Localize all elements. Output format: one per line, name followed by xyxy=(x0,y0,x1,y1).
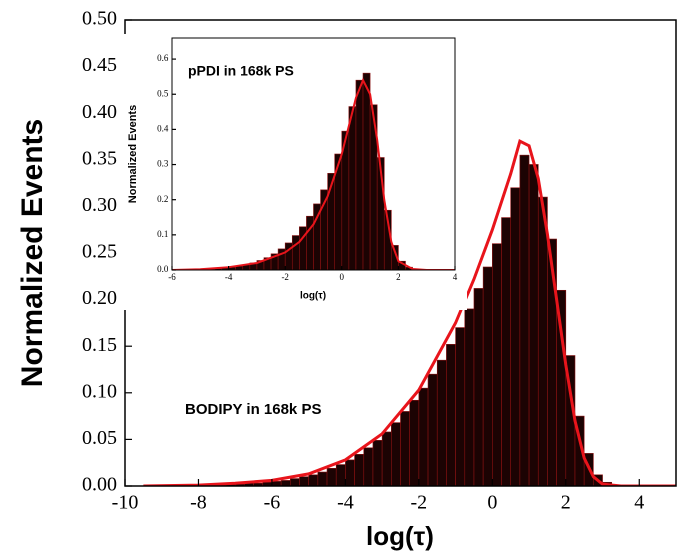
histogram-bar xyxy=(537,196,548,487)
histogram-bar xyxy=(355,79,364,271)
histogram-bar xyxy=(501,217,511,487)
histogram-bar xyxy=(299,476,309,487)
x-tick-label: -6 xyxy=(264,492,281,514)
histogram-bar xyxy=(363,447,374,487)
histogram-bar xyxy=(528,164,539,487)
histogram-bar xyxy=(362,72,371,271)
y-tick-label: 0.30 xyxy=(82,194,117,216)
y-tick-label: 0.6 xyxy=(157,53,169,63)
histogram-bar xyxy=(400,411,410,487)
histogram-bar xyxy=(308,474,319,487)
histogram-bar xyxy=(348,106,357,271)
annotation: BODIPY in 168k PS xyxy=(185,401,321,418)
y-tick-label: 0.1 xyxy=(157,229,168,239)
x-tick-label: -8 xyxy=(190,492,207,514)
histogram-bar xyxy=(317,471,328,487)
histogram-bar xyxy=(418,387,429,487)
histogram-bar xyxy=(519,154,530,487)
histogram-bar xyxy=(409,399,420,487)
x-tick-label: 0 xyxy=(487,492,497,514)
histogram-bar xyxy=(381,431,392,487)
y-tick-label: 0.0 xyxy=(157,264,169,274)
y-tick-label: 0.3 xyxy=(157,159,169,169)
x-tick-label: -10 xyxy=(112,492,139,514)
y-tick-label: 0.45 xyxy=(82,54,117,76)
y-tick-label: 0.05 xyxy=(82,427,117,449)
histogram-bar xyxy=(455,327,466,487)
fit-curve xyxy=(143,138,676,486)
y-tick-label: 0.25 xyxy=(82,241,117,263)
histogram-bar xyxy=(492,243,502,487)
fit-curve xyxy=(172,77,455,270)
histogram-bar xyxy=(372,440,383,487)
histogram-bar xyxy=(427,373,438,487)
histogram-bar xyxy=(391,422,401,487)
y-axis-label: Normalized Events xyxy=(127,105,139,203)
x-tick-label: 0 xyxy=(340,272,345,282)
y-tick-label: 0.5 xyxy=(157,88,169,98)
x-tick-label: 4 xyxy=(634,492,644,514)
histogram-bar xyxy=(326,467,337,487)
y-tick-label: 0.20 xyxy=(82,287,117,309)
x-axis-label: log(τ) xyxy=(300,291,326,302)
histogram-bar xyxy=(482,266,493,487)
histogram-bar xyxy=(510,187,521,487)
histogram-bar xyxy=(436,359,447,487)
histogram-bar xyxy=(464,308,475,487)
x-tick-label: -4 xyxy=(225,272,233,282)
y-tick-label: 0.10 xyxy=(82,380,117,402)
x-axis-label: log(τ) xyxy=(366,521,434,551)
x-tick-label: -2 xyxy=(281,272,289,282)
y-tick-label: 0.35 xyxy=(82,147,117,169)
histogram-bar xyxy=(354,454,365,487)
x-tick-label: -2 xyxy=(411,492,428,514)
y-tick-label: 0.4 xyxy=(157,123,169,133)
y-tick-label: 0.2 xyxy=(157,194,168,204)
histogram-bar xyxy=(345,459,355,487)
y-tick-label: 0.40 xyxy=(82,101,117,123)
y-tick-label: 0.50 xyxy=(82,8,117,30)
annotation: pPDI in 168k PS xyxy=(188,63,294,79)
histogram-bar xyxy=(446,344,456,487)
y-tick-label: 0.15 xyxy=(82,334,117,356)
plot-frame xyxy=(171,37,456,271)
x-tick-label: 2 xyxy=(396,272,401,282)
x-tick-label: 4 xyxy=(453,272,458,282)
histogram-bar xyxy=(335,464,346,487)
y-tick-label: 0.00 xyxy=(82,474,117,496)
histogram-bar xyxy=(473,288,484,487)
histogram-bar xyxy=(291,235,300,271)
y-axis-label: Normalized Events xyxy=(16,119,49,387)
x-tick-label: -6 xyxy=(168,272,176,282)
x-tick-label: 2 xyxy=(561,492,571,514)
histogram-bar xyxy=(289,478,300,487)
x-tick-label: -4 xyxy=(337,492,354,514)
histogram-bar xyxy=(280,480,291,487)
